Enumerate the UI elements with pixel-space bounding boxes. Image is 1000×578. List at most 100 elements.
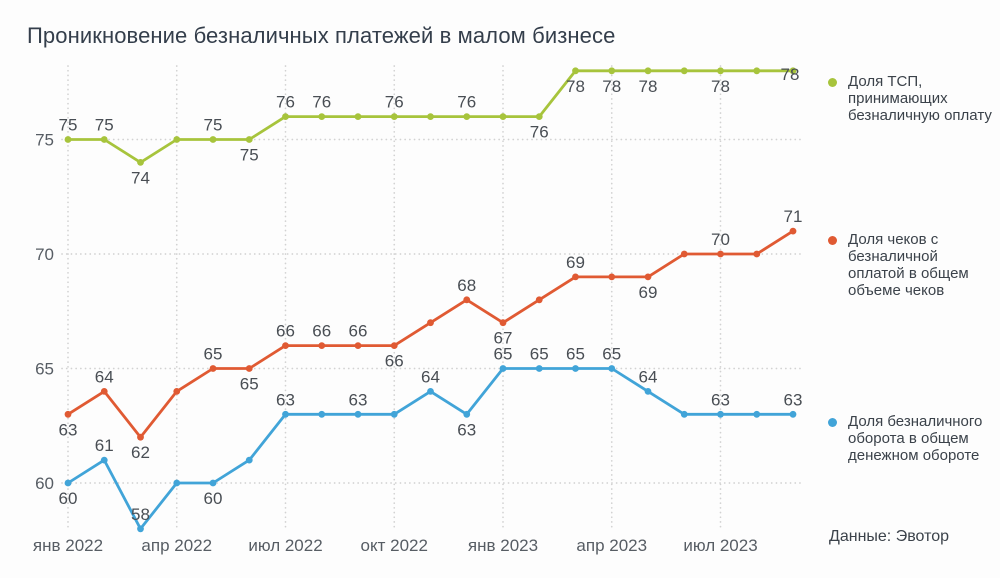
- data-point: [173, 388, 181, 395]
- data-label: 66: [385, 352, 404, 371]
- data-point: [354, 113, 362, 120]
- data-point: [318, 410, 326, 418]
- data-label: 76: [530, 123, 549, 142]
- x-tick: апр 2023: [576, 536, 647, 555]
- data-point: [680, 410, 688, 418]
- data-point: [463, 113, 471, 120]
- legend-label-turnover: Доля безналичного оборота в общем денежн…: [848, 413, 982, 464]
- data-label: 76: [312, 93, 331, 112]
- legend-dot-green: [828, 78, 837, 87]
- data-point: [209, 365, 217, 372]
- data-label: 62: [131, 443, 150, 462]
- x-tick: янв 2022: [33, 536, 103, 555]
- legend-line: оплатой в общем: [848, 265, 969, 282]
- data-point: [427, 388, 434, 395]
- data-point: [245, 456, 253, 464]
- data-point: [390, 410, 398, 418]
- data-label: 60: [204, 489, 223, 508]
- data-label: 75: [240, 146, 259, 165]
- data-point: [137, 433, 144, 441]
- data-label: 70: [711, 230, 730, 249]
- data-label: 61: [95, 436, 114, 455]
- data-label: 78: [602, 77, 621, 96]
- data-point: [137, 525, 144, 533]
- data-label: 65: [204, 345, 223, 364]
- data-point: [644, 388, 652, 395]
- data-point: [282, 410, 289, 418]
- data-label: 78: [711, 77, 730, 96]
- data-point: [173, 136, 181, 143]
- data-point: [680, 67, 688, 75]
- data-label: 63: [276, 390, 295, 409]
- data-point: [318, 342, 326, 349]
- x-tick: июл 2022: [248, 536, 322, 555]
- data-label: 67: [494, 329, 513, 348]
- data-label: 64: [95, 367, 114, 386]
- data-point: [427, 113, 434, 120]
- data-label: 75: [204, 116, 223, 135]
- data-point: [282, 113, 289, 120]
- data-point: [64, 479, 72, 487]
- y-tick-70: 70: [35, 245, 54, 264]
- data-point: [608, 365, 616, 372]
- legend-line: безналичной: [848, 248, 938, 265]
- data-point: [753, 410, 761, 418]
- data-point: [753, 67, 761, 75]
- y-tick-60: 60: [35, 474, 54, 493]
- data-label: 64: [421, 367, 440, 386]
- data-point: [644, 67, 652, 75]
- data-point: [100, 136, 108, 143]
- data-point: [789, 410, 797, 418]
- data-label: 76: [385, 93, 404, 112]
- data-point: [173, 479, 181, 487]
- legend-dot-blue: [828, 418, 837, 427]
- data-point: [100, 388, 108, 395]
- data-source: Данные: Эвотор: [829, 528, 950, 545]
- data-point: [717, 67, 724, 75]
- data-point: [717, 410, 724, 418]
- data-point: [463, 296, 471, 304]
- data-point: [789, 67, 797, 75]
- data-label: 68: [457, 276, 476, 295]
- data-label: 65: [530, 345, 549, 364]
- data-point: [390, 113, 398, 120]
- data-label: 63: [349, 390, 368, 409]
- data-point: [64, 410, 72, 418]
- data-label: 64: [639, 367, 658, 386]
- data-point: [463, 410, 471, 418]
- data-label: 66: [312, 322, 331, 341]
- legend-line: Доля безналичного: [848, 413, 983, 430]
- x-tick: июл 2023: [683, 536, 757, 555]
- data-point: [572, 365, 579, 372]
- legend-line: Доля ТСП,: [848, 73, 923, 90]
- legend-line: объеме чеков: [848, 282, 945, 299]
- data-label: 63: [784, 390, 803, 409]
- data-point: [209, 136, 217, 143]
- x-tick: окт 2022: [361, 536, 428, 555]
- data-point: [535, 365, 543, 372]
- data-point: [499, 319, 507, 327]
- data-label: 75: [95, 116, 114, 135]
- data-point: [680, 250, 688, 258]
- data-label: 65: [602, 345, 621, 364]
- data-label: 66: [276, 322, 295, 341]
- data-point: [644, 273, 652, 281]
- legend-item-tsp: Доля ТСП, принимающих безналичную оплату: [828, 73, 992, 124]
- legend-item-receipts: Доля чеков с безналичной оплатой в общем…: [828, 231, 969, 299]
- data-point: [789, 227, 797, 235]
- y-tick-75: 75: [35, 131, 54, 150]
- legend-line: безналичную оплату: [848, 107, 992, 124]
- data-label: 63: [711, 390, 730, 409]
- data-label: 78: [566, 77, 585, 96]
- legend-line: принимающих: [848, 90, 948, 107]
- data-label: 63: [59, 420, 78, 439]
- data-label: 65: [494, 345, 513, 364]
- data-point: [354, 342, 362, 349]
- data-point: [427, 319, 434, 327]
- legend-line: Доля чеков с: [848, 231, 939, 248]
- data-label: 71: [784, 207, 803, 226]
- data-label: 63: [457, 420, 476, 439]
- legend-line: денежном обороте: [848, 447, 980, 464]
